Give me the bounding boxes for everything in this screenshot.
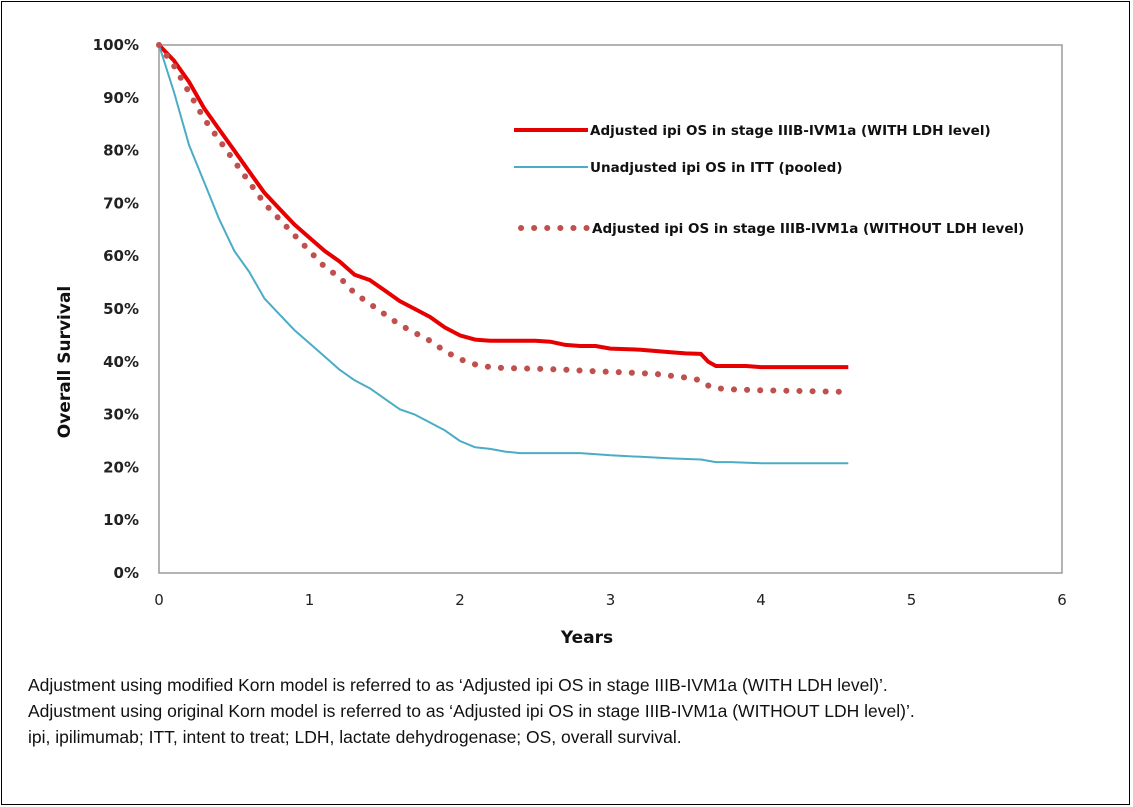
y-tick-label: 80% (103, 142, 139, 160)
y-tick-label: 30% (103, 406, 139, 424)
y-tick-label: 50% (103, 300, 139, 318)
legend-label-1: Adjusted ipi OS in stage IIIB-IVM1a (WIT… (590, 123, 991, 139)
caption-line-modified-korn: Adjustment using modified Korn model is … (28, 675, 888, 695)
plot-area (158, 44, 1063, 574)
figure-caption: Adjustment using modified Korn model is … (28, 674, 1126, 752)
y-axis-ticks: 0% 10% 20% 30% 40% 50% 60% 70% 80% 90% 100% (93, 36, 139, 582)
caption-line-original-korn: Adjustment using original Korn model is … (28, 701, 915, 721)
y-tick-label: 10% (103, 511, 139, 529)
series-line-2 (158, 44, 849, 465)
y-tick-label: 70% (103, 194, 139, 212)
y-tick-label: 20% (103, 458, 139, 476)
x-tick-label: 2 (455, 591, 465, 609)
x-axis-ticks: 0 1 2 3 4 5 6 (154, 591, 1067, 609)
y-tick-label: 0% (114, 564, 139, 582)
survival-chart: 0% 10% 20% 30% 40% 50% 60% 70% 80% 90% 100% 0 1 2 3 4 5… (55, 36, 1067, 648)
x-tick-label: 0 (154, 591, 164, 609)
legend-label-3: Adjusted ipi OS in stage IIIB-IVM1a (WIT… (592, 221, 1024, 237)
x-tick-label: 6 (1057, 591, 1067, 609)
y-tick-label: 60% (103, 247, 139, 265)
x-tick-label: 5 (907, 591, 917, 609)
legend: Adjusted ipi OS in stage IIIB-IVM1a (WIT… (514, 123, 1024, 237)
y-tick-label: 40% (103, 353, 139, 371)
y-axis-title: Overall Survival (55, 286, 75, 439)
legend-label-2: Unadjusted ipi OS in ITT (pooled) (590, 160, 843, 176)
x-tick-label: 1 (305, 591, 315, 609)
x-tick-label: 3 (606, 591, 616, 609)
series-line-1 (157, 43, 849, 370)
series-line-3 (156, 42, 852, 395)
y-tick-label: 90% (103, 89, 139, 107)
y-tick-label: 100% (93, 36, 139, 54)
x-tick-label: 4 (756, 591, 766, 609)
caption-line-abbreviations: ipi, ipilimumab; ITT, intent to treat; L… (28, 727, 682, 747)
x-axis-title: Years (560, 628, 613, 648)
series-layer (156, 42, 852, 465)
